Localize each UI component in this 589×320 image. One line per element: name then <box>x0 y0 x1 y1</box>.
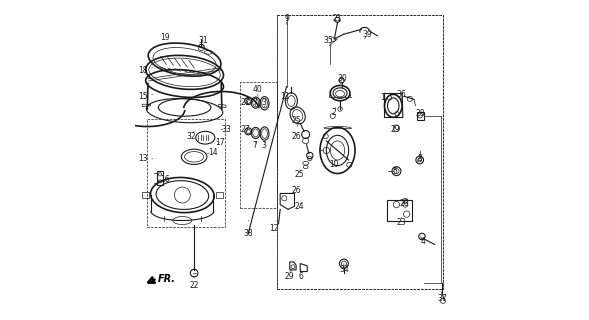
Text: 16: 16 <box>161 175 170 184</box>
Text: 1: 1 <box>380 93 385 102</box>
Text: 20: 20 <box>399 198 409 207</box>
Bar <box>147 119 226 227</box>
Text: 22: 22 <box>190 281 199 290</box>
Text: 34: 34 <box>339 265 349 275</box>
Text: 35: 35 <box>323 36 333 45</box>
Bar <box>277 15 443 289</box>
Text: 9: 9 <box>284 14 289 23</box>
Text: 21: 21 <box>333 14 342 23</box>
Text: 7: 7 <box>252 141 257 150</box>
Text: 19: 19 <box>161 33 170 42</box>
Text: 36: 36 <box>396 90 406 99</box>
Text: 11: 11 <box>280 92 290 101</box>
Text: 18: 18 <box>138 66 148 75</box>
Text: 27: 27 <box>240 98 250 107</box>
Text: 24: 24 <box>294 202 304 211</box>
Text: 30: 30 <box>337 74 347 83</box>
Text: 7: 7 <box>252 98 257 107</box>
Text: 37: 37 <box>438 294 448 303</box>
Text: 13: 13 <box>138 154 148 163</box>
Bar <box>240 82 277 208</box>
Text: 4: 4 <box>421 237 426 246</box>
Text: 23: 23 <box>396 218 406 227</box>
Text: 6: 6 <box>299 272 303 281</box>
Text: 32: 32 <box>186 132 196 140</box>
Text: 25: 25 <box>294 170 304 179</box>
Text: FR.: FR. <box>158 274 176 284</box>
Text: 29: 29 <box>390 125 400 134</box>
Text: 5: 5 <box>392 167 398 176</box>
Text: 14: 14 <box>209 148 218 156</box>
Text: 39: 39 <box>363 30 373 39</box>
Text: 3: 3 <box>262 141 267 150</box>
Text: 10: 10 <box>329 160 339 169</box>
Text: 29: 29 <box>285 272 294 281</box>
Text: 26: 26 <box>292 186 301 195</box>
Text: 33: 33 <box>221 125 231 134</box>
Text: 2: 2 <box>332 108 337 117</box>
Text: 25: 25 <box>292 116 301 125</box>
Text: 38: 38 <box>243 229 253 238</box>
Text: 31: 31 <box>199 36 209 45</box>
Text: 15: 15 <box>138 92 148 101</box>
Text: 3: 3 <box>262 98 267 107</box>
Text: 8: 8 <box>418 154 423 163</box>
Text: 12: 12 <box>269 224 279 233</box>
Text: 28: 28 <box>416 109 425 118</box>
Text: 40: 40 <box>253 85 263 94</box>
Text: 26: 26 <box>292 132 301 140</box>
Text: 27: 27 <box>240 125 250 134</box>
Text: 17: 17 <box>215 138 224 147</box>
